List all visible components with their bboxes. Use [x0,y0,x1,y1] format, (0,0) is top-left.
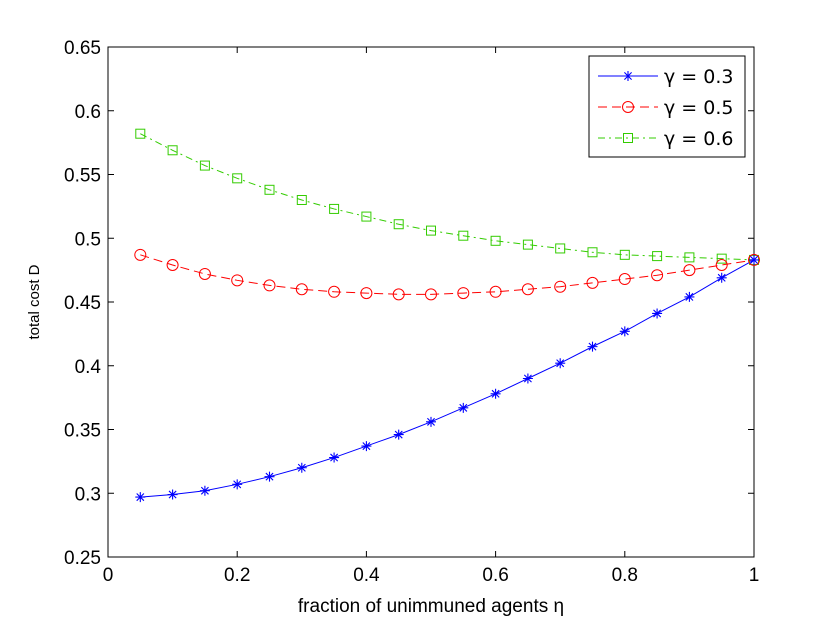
data-point-series-3 [361,211,372,222]
data-point-series-3 [329,203,340,214]
series-markers [134,128,760,503]
data-point-series-2 [651,269,664,282]
data-point-series-1 [426,416,436,427]
legend-label-3: γ = 0.6 [664,128,733,150]
y-tick-label: 0.45 [64,293,101,314]
x-tick-label: 0.6 [482,565,508,586]
data-point-series-3 [587,247,598,258]
x-tick-label: 0.4 [353,565,380,586]
legend: γ = 0.3 γ = 0.5 γ = 0.6 [588,55,746,158]
data-point-series-3 [684,252,695,263]
data-point-series-2 [392,288,405,301]
data-point-series-3 [135,128,146,139]
data-point-series-1 [329,452,340,463]
data-point-series-3 [296,195,307,205]
data-point-series-3 [619,249,630,260]
data-point-series-2 [134,248,147,261]
series-line-1 [140,259,755,498]
data-point-series-1 [619,326,630,337]
data-point-series-2 [166,259,179,272]
data-point-series-3 [458,230,469,241]
y-tick-label: 0.25 [64,548,101,569]
data-point-series-3 [232,173,243,184]
data-point-series-1 [393,429,404,440]
data-point-series-1 [684,291,695,302]
data-point-series-1 [264,471,275,482]
legend-label-1: γ = 0.3 [664,66,733,88]
data-point-series-3 [167,145,178,156]
x-tick-label: 1 [749,565,760,586]
y-tick-label: 0.4 [75,357,102,378]
data-point-series-2 [521,283,534,296]
axis-ticks: 0 0.2 0.4 0.6 0.8 1 0.25 0.3 0.35 0.4 0.45 0.5 0.55 0… [64,38,759,586]
data-point-series-2 [554,280,567,293]
data-point-series-2 [231,274,244,287]
data-point-series-1 [458,402,469,413]
data-point-series-3 [522,239,533,250]
data-point-series-2 [715,259,728,272]
y-tick-label: 0.65 [64,38,101,59]
y-tick-label: 0.5 [75,229,101,250]
x-tick-label: 0.2 [224,565,250,586]
data-point-series-3 [393,219,404,230]
data-point-series-2 [683,264,696,277]
data-point-series-1 [135,492,146,503]
data-point-series-3 [490,235,501,246]
data-point-series-1 [555,358,566,369]
data-point-series-2 [457,287,470,300]
data-point-series-2 [295,283,308,296]
data-point-series-1 [490,388,501,399]
legend-marker-1 [623,71,633,81]
data-point-series-1 [749,254,759,265]
series-line-3 [140,133,755,261]
y-tick-label: 0.3 [75,484,101,505]
y-tick-label: 0.55 [64,166,101,187]
data-point-series-2 [425,288,437,301]
data-point-series-1 [587,341,598,352]
data-point-series-3 [426,225,436,236]
x-axis-label: fraction of unimmuned agents η [298,596,564,617]
data-point-series-3 [716,253,727,264]
x-tick-label: 0 [103,565,114,586]
data-point-series-2 [618,273,631,286]
data-point-series-1 [522,373,533,384]
data-point-series-1 [296,462,307,473]
data-point-series-3 [199,160,210,171]
y-axis-label: total cost D [26,264,43,339]
data-point-series-2 [360,287,373,300]
data-point-series-1 [716,272,727,283]
y-tick-label: 0.6 [75,102,101,123]
legend-label-2: γ = 0.5 [664,97,733,119]
data-point-series-1 [199,485,210,496]
data-point-series-2 [328,285,341,298]
x-tick-label: 0.8 [612,565,638,586]
data-point-series-1 [232,479,243,490]
data-point-series-2 [263,279,276,292]
data-point-series-3 [652,251,663,262]
data-point-series-1 [652,308,663,319]
data-point-series-2 [489,285,502,298]
data-point-series-2 [748,253,760,266]
y-tick-label: 0.35 [64,421,101,442]
data-point-series-1 [361,441,372,452]
legend-marker-3 [623,133,633,143]
data-point-series-2 [586,276,599,289]
data-point-series-2 [198,267,211,280]
data-point-series-3 [555,243,566,254]
data-point-series-3 [264,184,275,195]
data-point-series-1 [167,489,178,500]
legend-marker-2 [622,101,634,113]
